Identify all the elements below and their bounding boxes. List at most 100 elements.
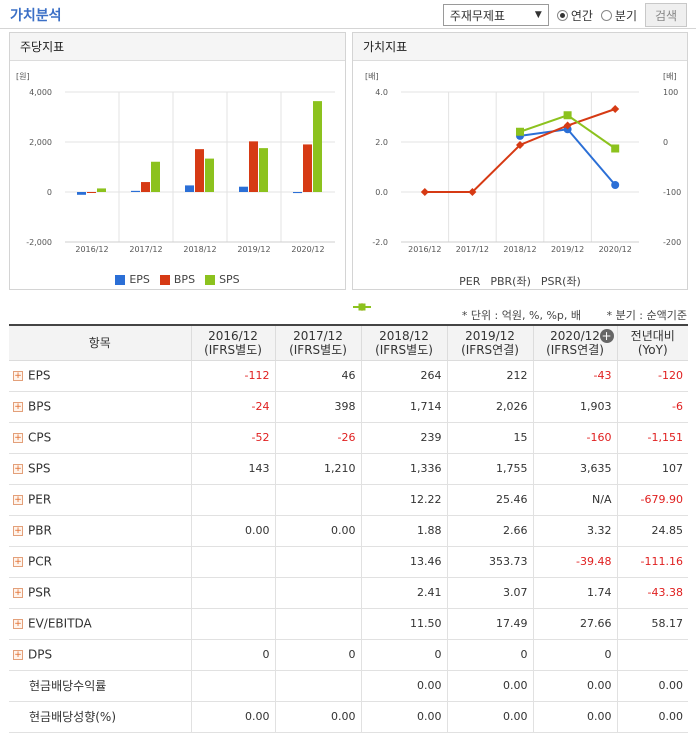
table-cell: 107 <box>617 453 688 485</box>
table-cell: 1,903 <box>533 391 618 423</box>
table-cell: 0 <box>533 639 618 671</box>
x-tick-label: 2016/12 <box>75 245 108 254</box>
value-chart: [배] [배] 4.0 2.0 0.0 -2.0 100 0 -100 -200 2016/12 20… <box>365 72 681 254</box>
search-button[interactable]: 검색 <box>645 3 687 27</box>
expand-plus-icon[interactable]: + <box>13 556 23 567</box>
bar-eps-2017-12 <box>131 190 140 192</box>
expand-plus-icon[interactable]: + <box>13 649 23 660</box>
x-tick-label: 2020/12 <box>599 245 632 254</box>
table-row: + PCR 13.46 353.73 -39.48 -111.16 <box>9 546 688 578</box>
col-2018-period: 2018/12 <box>379 328 429 343</box>
table-cell: 1,210 <box>275 453 362 485</box>
legend-item-eps[interactable]: EPS <box>115 273 150 286</box>
table-cell <box>617 639 688 671</box>
legend-item-psr[interactable]: PSR(좌) <box>353 273 581 311</box>
x-tick-label: 2020/12 <box>291 245 324 254</box>
chevron-down-icon: ▼ <box>534 10 542 20</box>
add-column-icon[interactable]: + <box>599 329 614 343</box>
point-psr <box>516 127 524 136</box>
statement-select[interactable]: 주재무제표 ▼ <box>442 4 549 26</box>
table-cell: 0.00 <box>361 670 448 702</box>
table-cell: -112 <box>191 360 276 392</box>
table-cell: 1.74 <box>533 577 618 609</box>
table-row: + PER 12.22 25.46 N/A -679.90 <box>9 484 688 516</box>
table-cell: -6 <box>617 391 688 423</box>
per-share-legend: EPS BPS SPS <box>10 273 345 286</box>
row-label: 현금배당수익률 <box>9 670 192 702</box>
row-label: + PER <box>9 484 192 516</box>
table-cell: 0 <box>447 639 534 671</box>
table-row: 현금배당성향(%) 0.00 0.00 0.00 0.00 0.00 0.00 <box>9 701 688 733</box>
header-divider <box>0 28 696 29</box>
radio-annual[interactable]: 연간 <box>556 7 593 24</box>
table-cell: -24 <box>191 391 276 423</box>
table-row: + DPS 0 0 0 0 0 <box>9 639 688 671</box>
table-cell <box>191 670 276 702</box>
x-tick-label: 2018/12 <box>183 245 216 254</box>
legend-label-per: PER <box>459 274 481 288</box>
table-cell: 0 <box>191 639 276 671</box>
table-cell: 239 <box>361 422 448 454</box>
expand-plus-icon[interactable]: + <box>13 525 23 536</box>
radio-quarter[interactable]: 분기 <box>600 7 637 24</box>
expand-plus-icon[interactable]: + <box>13 463 23 474</box>
row-label-text: CPS <box>28 430 52 445</box>
legend-label-sps: SPS <box>219 273 240 286</box>
legend-item-bps[interactable]: BPS <box>159 273 196 286</box>
table-cell: 0.00 <box>275 701 362 733</box>
unit-note: * 단위 : 억원, %, %p, 배 <box>461 309 581 322</box>
row-label: + PBR <box>9 515 192 547</box>
table-cell <box>191 577 276 609</box>
expand-plus-icon[interactable]: + <box>13 432 23 443</box>
value-table: 항목 2016/12 (IFRS별도) 2017/12 (IFRS별도) 2018/… <box>9 324 688 733</box>
y-right-tick-label: 0 <box>663 138 668 147</box>
table-cell <box>191 484 276 516</box>
table-cell: 0.00 <box>191 701 276 733</box>
y-tick-label: -2,000 <box>26 238 52 247</box>
table-cell: 2.41 <box>361 577 448 609</box>
table-cell: 2.66 <box>447 515 534 547</box>
table-cell: 3,635 <box>533 453 618 485</box>
table-cell: 17.49 <box>447 608 534 640</box>
table-cell: -39.48 <box>533 546 618 578</box>
table-cell: 1,336 <box>361 453 448 485</box>
table-cell <box>191 546 276 578</box>
table-cell: 0.00 <box>617 701 688 733</box>
table-cell: 1,714 <box>361 391 448 423</box>
row-label-text: PBR <box>28 523 52 538</box>
value-legend: PER PBR(좌) PSR(좌) <box>353 273 687 311</box>
table-cell: -43.38 <box>617 577 688 609</box>
expand-plus-icon[interactable]: + <box>13 618 23 629</box>
expand-plus-icon[interactable]: + <box>13 494 23 505</box>
legend-swatch-bps <box>159 274 170 285</box>
bar-eps-2018-12 <box>185 185 194 192</box>
legend-label-bps: BPS <box>173 273 196 286</box>
table-cell: -120 <box>617 360 688 392</box>
table-cell: 0.00 <box>533 701 618 733</box>
table-cell: 0.00 <box>275 515 362 547</box>
table-cell <box>275 670 362 702</box>
radio-annual-dot[interactable] <box>556 9 568 21</box>
expand-plus-icon[interactable]: + <box>13 401 23 412</box>
row-label-text: DPS <box>28 647 53 662</box>
table-cell: 0.00 <box>191 515 276 547</box>
bar-bps-2018-12 <box>195 149 204 192</box>
table-cell: 13.46 <box>361 546 448 578</box>
bar-bps-2020-12 <box>303 144 312 192</box>
table-cell: 0.00 <box>617 670 688 702</box>
table-cell: -26 <box>275 422 362 454</box>
col-2017-basis: (IFRS별도) <box>289 342 347 357</box>
legend-item-per[interactable]: PER <box>353 274 481 311</box>
legend-item-sps[interactable]: SPS <box>205 273 240 286</box>
legend-item-pbr[interactable]: PBR(좌) <box>353 273 531 311</box>
table-cell: 0.00 <box>361 701 448 733</box>
bar-sps-2020-12 <box>313 101 322 192</box>
x-tick-label: 2019/12 <box>551 245 584 254</box>
bar-sps-2016-12 <box>97 188 106 192</box>
radio-quarter-dot[interactable] <box>600 9 612 21</box>
row-label: 현금배당성향(%) <box>9 701 192 733</box>
table-cell: 24.85 <box>617 515 688 547</box>
expand-plus-icon[interactable]: + <box>13 370 23 381</box>
table-cell: -111.16 <box>617 546 688 578</box>
expand-plus-icon[interactable]: + <box>13 587 23 598</box>
